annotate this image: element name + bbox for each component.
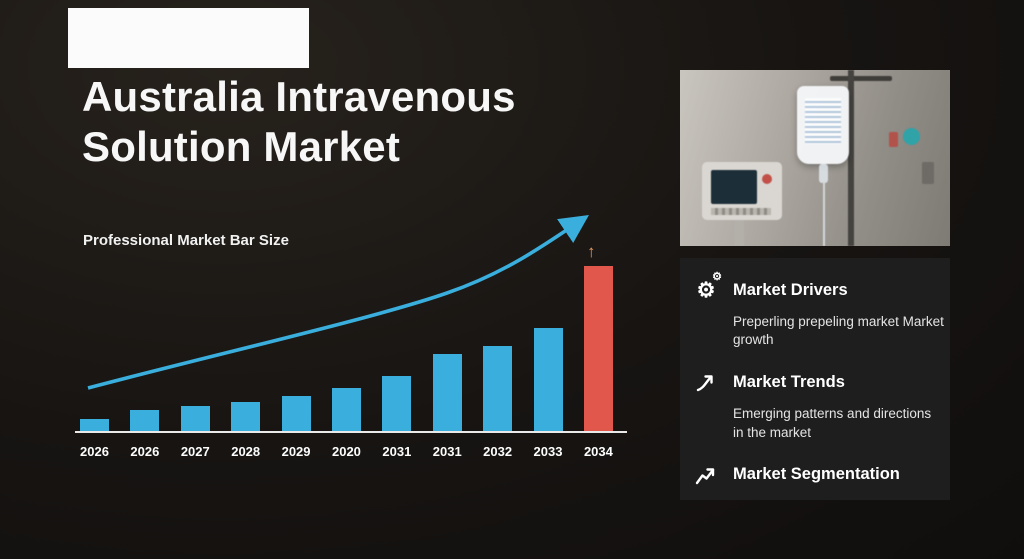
iv-tube <box>823 182 825 246</box>
bar-label: 2026 <box>80 444 109 459</box>
bar <box>80 419 109 432</box>
logo-placeholder <box>68 8 309 68</box>
bar <box>231 402 261 432</box>
bar-highlight <box>583 266 613 432</box>
info-panel: ⚙ ⚙ Market Drivers Preperling prepeling … <box>680 258 950 500</box>
bar-chart: 2026 2026 2027 2028 2029 2020 2031 2031 2032 2033… <box>80 252 613 459</box>
iv-pole-hook <box>830 76 892 81</box>
wall-outlet-teal <box>903 128 920 145</box>
bar-label: 2020 <box>331 444 361 459</box>
info-item-title: Market Trends <box>733 372 845 391</box>
bar <box>130 410 160 432</box>
monitor-vents <box>711 208 771 215</box>
bar-label: 2031 <box>432 444 462 459</box>
bar-label: 2034 <box>583 444 613 459</box>
bar-column: 2026 <box>130 252 160 459</box>
bar <box>382 376 412 432</box>
bar-label: 2027 <box>180 444 210 459</box>
bar-column: 2032 <box>483 252 513 459</box>
iv-pole <box>848 70 854 246</box>
bar-label: 2033 <box>533 444 563 459</box>
monitor-light <box>762 174 772 184</box>
info-item-market-trends: Market Trends <box>692 368 936 396</box>
trend-arrow-icon <box>692 368 720 396</box>
bar <box>331 388 361 432</box>
wall-outlet-grey <box>922 162 934 184</box>
iv-drip-photo <box>680 70 950 246</box>
bar-column: 2029 <box>281 252 311 459</box>
patient-monitor <box>702 162 782 220</box>
iv-bag-label-lines <box>805 98 841 144</box>
info-item-desc: Preperling prepeling market Market growt… <box>733 314 944 348</box>
trend-arrow <box>87 214 589 390</box>
monitor-screen <box>711 170 757 204</box>
iv-photo-shapes <box>680 70 950 246</box>
bar-label: 2029 <box>281 444 311 459</box>
bar-column: 2020 <box>331 252 361 459</box>
drip-chamber <box>819 164 828 183</box>
bar <box>533 328 563 432</box>
bar-column: 2026 <box>80 252 109 459</box>
highlight-up-arrow-icon: ↑ <box>587 242 596 261</box>
bar-label: 2026 <box>130 444 160 459</box>
bar <box>180 406 210 432</box>
bar-column: 2031 <box>382 252 412 459</box>
info-item-desc: Emerging patterns and directions in the … <box>733 406 932 440</box>
bar <box>281 396 311 432</box>
info-item-market-drivers: ⚙ ⚙ Market Drivers <box>692 271 936 304</box>
info-item-market-segmentation: Market Segmentation <box>692 461 936 489</box>
bar-column: 2034 <box>583 252 613 459</box>
bar <box>483 346 513 432</box>
monitor-stand <box>734 220 744 246</box>
bar-column: 2027 <box>180 252 210 459</box>
bar-label: 2031 <box>382 444 412 459</box>
info-item-title: Market Drivers <box>733 280 848 299</box>
bar-label: 2028 <box>231 444 261 459</box>
bar-label: 2032 <box>483 444 513 459</box>
segmentation-chart-icon <box>692 461 720 489</box>
bar-column: 2031 <box>432 252 462 459</box>
bar-column: 2028 <box>231 252 261 459</box>
page-title: Australia Intravenous Solution Market <box>82 73 516 171</box>
info-item-title: Market Segmentation <box>733 465 900 484</box>
x-axis-line <box>75 431 627 433</box>
iv-bag-icon <box>797 86 849 164</box>
bar <box>432 354 462 432</box>
gear-icon: ⚙ ⚙ <box>696 271 722 302</box>
bar-column: 2033 <box>533 252 563 459</box>
wall-outlet-red <box>889 132 898 147</box>
chart-subtitle: Professional Market Bar Size <box>83 232 289 249</box>
